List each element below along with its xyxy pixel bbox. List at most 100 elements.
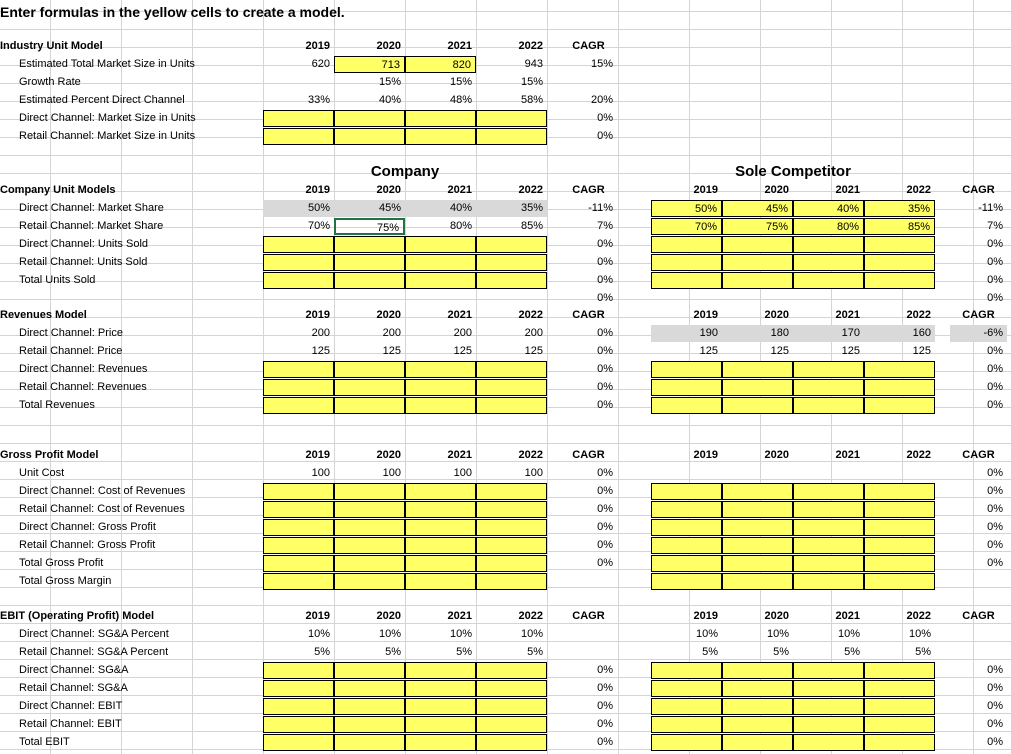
year-header-2022[interactable]: 2022 [518,309,543,321]
comp-value-cell[interactable]: 170 [793,325,864,342]
comp-cagr-value[interactable]: 0% [987,292,1003,304]
comp-input-cell[interactable] [722,734,793,751]
comp-value-cell[interactable] [793,465,864,482]
value-cell[interactable]: 943 [524,58,543,70]
cagr-value[interactable]: 0% [597,112,613,124]
comp-input-cell[interactable] [864,501,935,518]
input-cell[interactable] [405,680,476,697]
comp-input-cell[interactable] [793,483,864,500]
comp-input-cell[interactable] [651,379,722,396]
value-cell[interactable]: 10% [307,628,330,640]
comp-input-cell[interactable] [722,361,793,378]
comp-input-cell[interactable] [722,272,793,289]
input-cell[interactable] [334,680,405,697]
input-cell[interactable] [476,716,547,733]
comp-year-header-2022[interactable]: 2022 [906,309,931,321]
value-cell[interactable]: 200 [311,327,330,339]
comp-input-cell[interactable] [722,254,793,271]
comp-input-cell[interactable] [793,698,864,715]
comp-input-cell[interactable] [722,537,793,554]
input-cell[interactable] [405,662,476,679]
comp-input-cell[interactable] [864,698,935,715]
comp-value-cell[interactable]: 10% [908,628,931,640]
input-cell[interactable] [476,662,547,679]
cagr-value[interactable]: 0% [597,238,613,250]
comp-input-cell[interactable] [864,397,935,414]
cagr-value[interactable]: 0% [597,327,613,339]
comp-input-cell[interactable] [864,662,935,679]
input-cell[interactable] [476,501,547,518]
input-cell[interactable] [334,483,405,500]
value-cell[interactable]: 80% [449,220,472,232]
input-cell[interactable] [334,379,405,396]
comp-value-cell[interactable]: 5% [773,646,789,658]
input-cell[interactable] [334,573,405,590]
comp-input-cell[interactable] [793,501,864,518]
value-cell[interactable]: 50% [263,200,334,217]
input-cell[interactable] [476,110,547,127]
input-cell[interactable] [334,519,405,536]
year-header-2020[interactable]: 2020 [376,40,401,52]
comp-input-cell[interactable]: 70% [651,218,722,235]
cagr-value[interactable]: 0% [597,700,613,712]
input-cell[interactable] [263,555,334,572]
input-cell[interactable] [334,110,405,127]
comp-year-header-2022[interactable]: 2022 [906,610,931,622]
cagr-value[interactable]: -11% [588,202,613,214]
input-cell[interactable] [263,680,334,697]
comp-cagr-value[interactable]: 0% [987,399,1003,411]
comp-cagr-value[interactable]: 0% [987,363,1003,375]
comp-cagr-header[interactable]: CAGR [962,449,995,461]
cagr-value[interactable]: 0% [597,363,613,375]
comp-input-cell[interactable] [651,519,722,536]
cagr-value[interactable]: 0% [597,256,613,268]
input-cell[interactable] [405,698,476,715]
comp-input-cell[interactable] [651,734,722,751]
value-cell[interactable]: 620 [311,58,330,70]
comp-year-header-2020[interactable]: 2020 [764,610,789,622]
comp-input-cell[interactable] [793,573,864,590]
comp-value-cell[interactable] [864,465,935,482]
input-cell[interactable] [405,254,476,271]
value-cell[interactable]: 100 [453,467,472,479]
comp-input-cell[interactable] [793,537,864,554]
value-cell[interactable]: 125 [311,345,330,357]
comp-input-cell[interactable] [722,483,793,500]
input-cell[interactable] [476,734,547,751]
comp-input-cell[interactable] [864,483,935,500]
comp-input-cell[interactable] [651,236,722,253]
input-cell[interactable] [476,483,547,500]
comp-value-cell[interactable]: 10% [766,628,789,640]
cagr-value[interactable]: 0% [597,381,613,393]
input-cell[interactable] [476,128,547,145]
comp-value-cell[interactable]: 5% [702,646,718,658]
comp-value-cell[interactable]: 125 [770,345,789,357]
comp-year-header-2020[interactable]: 2020 [764,184,789,196]
input-cell[interactable] [334,361,405,378]
comp-year-header-2021[interactable]: 2021 [835,309,860,321]
value-cell[interactable]: 100 [524,467,543,479]
comp-year-header-2022[interactable]: 2022 [906,449,931,461]
comp-input-cell[interactable] [651,397,722,414]
input-cell[interactable] [405,361,476,378]
input-cell[interactable] [334,254,405,271]
input-cell[interactable] [263,483,334,500]
input-cell[interactable] [476,519,547,536]
comp-cagr-value[interactable]: 0% [987,503,1003,515]
cagr-value[interactable]: 0% [597,539,613,551]
year-header-2022[interactable]: 2022 [518,610,543,622]
year-header-2021[interactable]: 2021 [447,40,472,52]
value-cell[interactable]: 200 [524,327,543,339]
comp-input-cell[interactable] [651,573,722,590]
year-header-2020[interactable]: 2020 [376,610,401,622]
comp-input-cell[interactable] [793,662,864,679]
cagr-value[interactable]: 0% [597,345,613,357]
input-cell[interactable] [263,379,334,396]
cagr-value[interactable]: 0% [597,292,613,304]
comp-input-cell[interactable]: 50% [651,200,722,217]
input-cell[interactable] [263,110,334,127]
comp-input-cell[interactable] [651,662,722,679]
comp-input-cell[interactable] [793,734,864,751]
comp-input-cell[interactable] [651,254,722,271]
comp-input-cell[interactable] [864,734,935,751]
